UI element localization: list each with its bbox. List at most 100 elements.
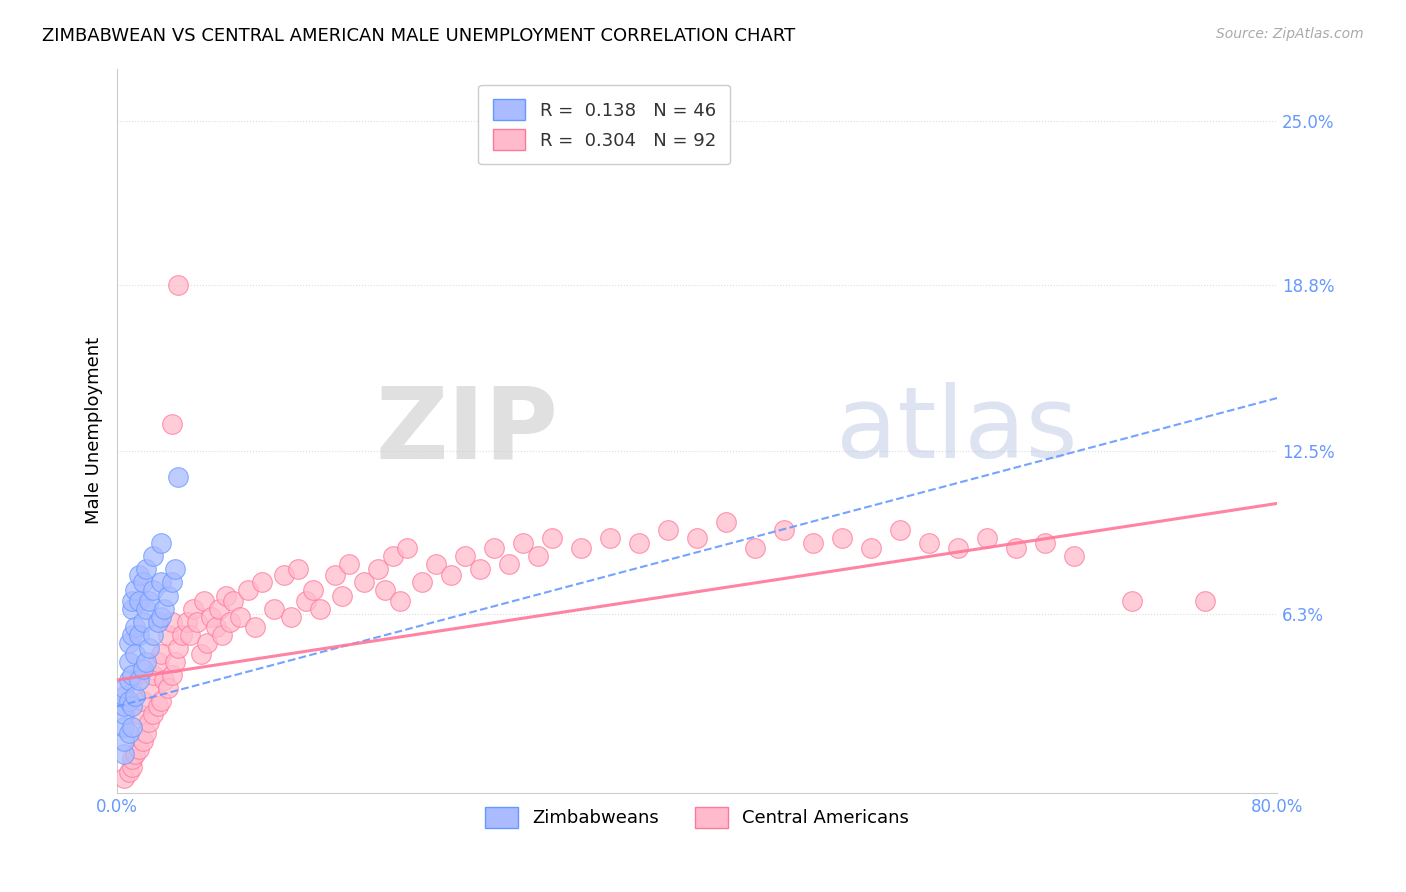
Point bbox=[124, 747, 146, 761]
Point bbox=[128, 707, 150, 722]
Point bbox=[121, 699, 143, 714]
Point bbox=[229, 609, 252, 624]
Point bbox=[142, 628, 165, 642]
Point bbox=[165, 562, 187, 576]
Point bbox=[149, 575, 172, 590]
Point bbox=[219, 615, 242, 629]
Point bbox=[193, 594, 215, 608]
Point bbox=[128, 628, 150, 642]
Point bbox=[744, 541, 766, 556]
Point bbox=[156, 589, 179, 603]
Point bbox=[309, 602, 332, 616]
Point bbox=[121, 594, 143, 608]
Point bbox=[118, 725, 141, 739]
Point bbox=[948, 541, 970, 556]
Point bbox=[367, 562, 389, 576]
Point bbox=[918, 536, 941, 550]
Point bbox=[176, 615, 198, 629]
Point bbox=[138, 715, 160, 730]
Point bbox=[124, 647, 146, 661]
Point bbox=[280, 609, 302, 624]
Text: atlas: atlas bbox=[837, 383, 1078, 479]
Point bbox=[512, 536, 534, 550]
Point bbox=[138, 641, 160, 656]
Point bbox=[1194, 594, 1216, 608]
Point bbox=[142, 583, 165, 598]
Point bbox=[118, 694, 141, 708]
Point bbox=[1063, 549, 1085, 563]
Point bbox=[146, 655, 169, 669]
Point bbox=[294, 594, 316, 608]
Point bbox=[156, 628, 179, 642]
Point bbox=[167, 641, 190, 656]
Point bbox=[831, 531, 853, 545]
Point bbox=[118, 765, 141, 780]
Point bbox=[142, 707, 165, 722]
Point bbox=[135, 602, 157, 616]
Point bbox=[114, 699, 136, 714]
Point bbox=[142, 667, 165, 681]
Point bbox=[149, 536, 172, 550]
Point bbox=[132, 615, 155, 629]
Point bbox=[121, 752, 143, 766]
Point bbox=[716, 515, 738, 529]
Point bbox=[211, 628, 233, 642]
Point bbox=[302, 583, 325, 598]
Point bbox=[124, 689, 146, 703]
Point bbox=[167, 470, 190, 484]
Point bbox=[200, 609, 222, 624]
Point bbox=[1033, 536, 1056, 550]
Point bbox=[569, 541, 592, 556]
Point bbox=[114, 689, 136, 703]
Point bbox=[132, 575, 155, 590]
Point bbox=[146, 615, 169, 629]
Point bbox=[138, 594, 160, 608]
Point bbox=[657, 523, 679, 537]
Point bbox=[165, 655, 187, 669]
Point bbox=[114, 681, 136, 695]
Point bbox=[190, 647, 212, 661]
Point bbox=[132, 733, 155, 747]
Point bbox=[114, 771, 136, 785]
Point bbox=[181, 602, 204, 616]
Point bbox=[454, 549, 477, 563]
Point bbox=[440, 567, 463, 582]
Point bbox=[215, 589, 238, 603]
Point bbox=[124, 620, 146, 634]
Point bbox=[162, 615, 184, 629]
Point bbox=[889, 523, 911, 537]
Point bbox=[484, 541, 506, 556]
Text: ZIMBABWEAN VS CENTRAL AMERICAN MALE UNEMPLOYMENT CORRELATION CHART: ZIMBABWEAN VS CENTRAL AMERICAN MALE UNEM… bbox=[42, 27, 796, 45]
Point bbox=[179, 628, 201, 642]
Point bbox=[628, 536, 651, 550]
Point bbox=[222, 594, 245, 608]
Point bbox=[172, 628, 194, 642]
Point bbox=[121, 602, 143, 616]
Point bbox=[121, 721, 143, 735]
Point bbox=[162, 575, 184, 590]
Point bbox=[323, 567, 346, 582]
Point bbox=[118, 636, 141, 650]
Point bbox=[860, 541, 883, 556]
Point bbox=[114, 747, 136, 761]
Point bbox=[468, 562, 491, 576]
Point bbox=[976, 531, 998, 545]
Point bbox=[135, 655, 157, 669]
Point bbox=[149, 609, 172, 624]
Point bbox=[1005, 541, 1028, 556]
Point bbox=[121, 667, 143, 681]
Point bbox=[186, 615, 208, 629]
Point bbox=[121, 628, 143, 642]
Point bbox=[273, 567, 295, 582]
Point bbox=[162, 667, 184, 681]
Point bbox=[124, 583, 146, 598]
Point bbox=[374, 583, 396, 598]
Point bbox=[498, 557, 520, 571]
Point bbox=[388, 594, 411, 608]
Point bbox=[142, 549, 165, 563]
Point bbox=[195, 636, 218, 650]
Point bbox=[208, 602, 231, 616]
Point bbox=[149, 694, 172, 708]
Point bbox=[337, 557, 360, 571]
Point bbox=[135, 725, 157, 739]
